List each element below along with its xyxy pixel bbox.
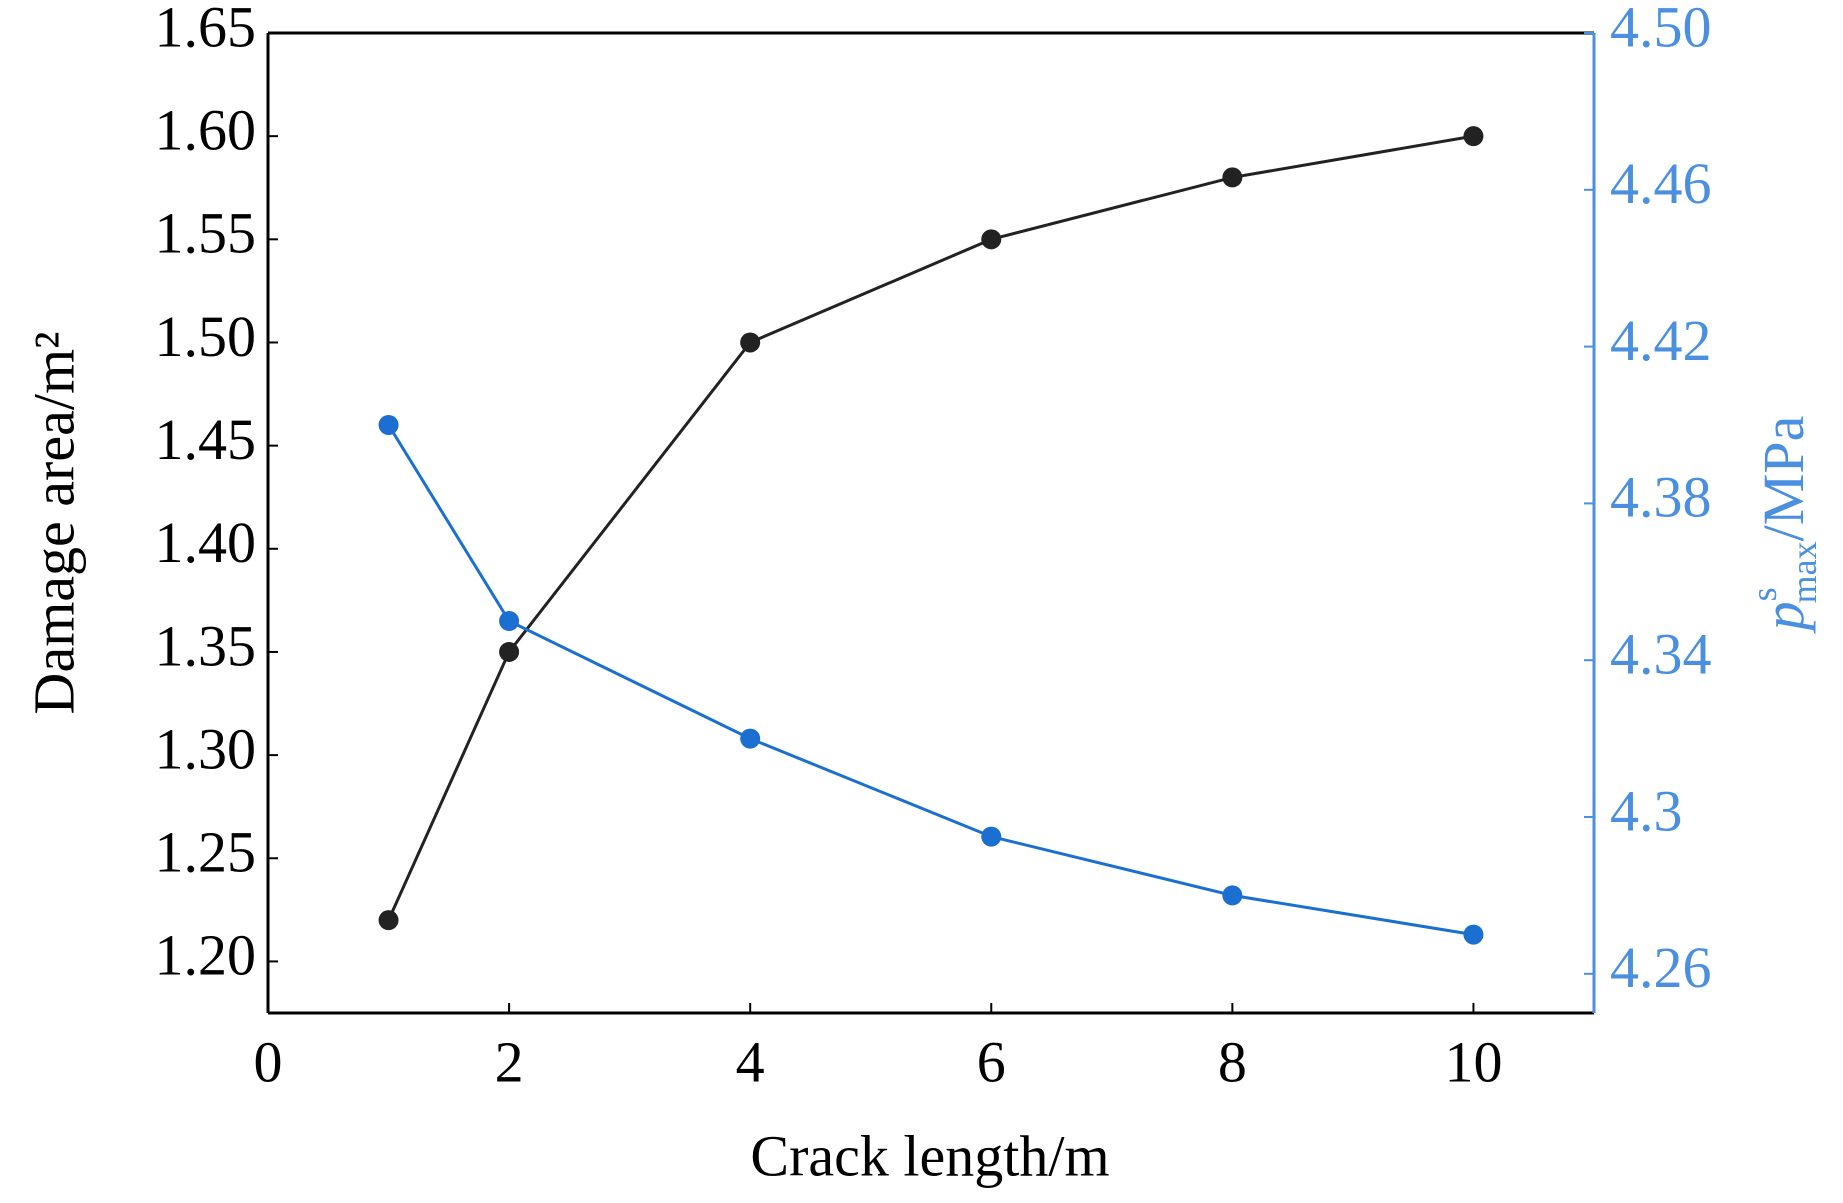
y2-tick-label: 4.38 (1610, 465, 1712, 530)
point (740, 332, 761, 353)
y-tick-label: 1.50 (155, 304, 257, 369)
y-tick-label: 1.35 (155, 613, 257, 678)
x-tick-label: 0 (254, 1029, 283, 1094)
point (740, 728, 761, 749)
point (981, 826, 1002, 847)
y2-label-sup: s (1744, 587, 1784, 601)
y2-axis-label: psmax/MPa (1744, 416, 1824, 635)
point (981, 229, 1002, 250)
y-tick-label: 1.25 (155, 820, 257, 885)
y2-tick-label: 4.3 (1610, 778, 1683, 843)
y2-tick-label: 4.42 (1610, 308, 1712, 373)
point (499, 611, 520, 631)
y-tick-label: 1.20 (155, 923, 257, 988)
x-axis-label: Crack length/m (750, 1123, 1109, 1188)
point (378, 415, 399, 435)
y2-label-unit: /MPa (1751, 416, 1816, 542)
point (499, 641, 520, 662)
y2-tick-label: 4.50 (1610, 0, 1712, 59)
series-line (387, 424, 1474, 937)
x-tick-label: 2 (495, 1029, 524, 1094)
point (378, 910, 399, 931)
y2-label-symbol: p (1751, 601, 1816, 634)
x-tick-label: 4 (736, 1029, 765, 1094)
y-tick-label: 1.65 (155, 0, 257, 59)
y-tick-label: 1.30 (155, 716, 257, 781)
y2-label-sub: max (1784, 541, 1824, 603)
point (1222, 167, 1243, 188)
point (1463, 924, 1484, 945)
x-tick-label: 10 (1444, 1029, 1502, 1094)
y2-tick-label: 4.34 (1610, 622, 1712, 687)
y-tick-label: 1.40 (155, 510, 257, 575)
x-tick-label: 8 (1218, 1029, 1247, 1094)
x-tick-label: 6 (977, 1029, 1006, 1094)
y2-tick-label: 4.26 (1610, 935, 1712, 1000)
point (1222, 885, 1243, 906)
y-axis-label: Damage area/m² (21, 332, 86, 715)
y-tick-label: 1.55 (155, 201, 257, 266)
series-line (387, 134, 1474, 921)
y-tick-label: 1.60 (155, 97, 257, 162)
y-tick-label: 1.45 (155, 407, 257, 472)
y2-tick-label: 4.46 (1610, 151, 1712, 216)
point (1463, 126, 1484, 147)
